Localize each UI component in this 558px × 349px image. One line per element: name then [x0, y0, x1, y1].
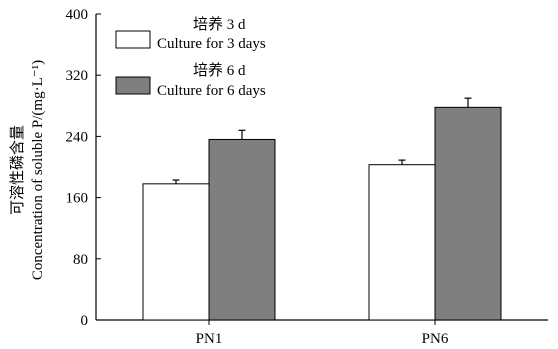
x-tick-label-pn6: PN6 [422, 331, 449, 347]
y-tick-label: 400 [66, 7, 89, 23]
bar-pn1-series-1 [208, 138, 276, 321]
legend-label-6d-en: Culture for 6 days [157, 83, 266, 99]
legend-swatch-6d [115, 76, 151, 95]
y-tick-label: 80 [73, 252, 88, 268]
bars [142, 97, 502, 321]
y-tick-label: 160 [66, 191, 89, 207]
x-ticks: PN1 PN6 [196, 320, 449, 347]
y-axis-label-cn: 可溶性磷含量 [9, 125, 26, 215]
legend-label-6d-cn: 培养 6 d [193, 62, 246, 79]
y-axis-label: 可溶性磷含量 Concentration of soluble P/(mg·L⁻… [9, 60, 46, 280]
bar-pn1-series-0 [142, 183, 210, 321]
y-tick-label: 320 [66, 68, 89, 84]
legend: 培养 3 d Culture for 3 days 培养 6 d Culture… [115, 16, 266, 99]
legend-label-3d-en: Culture for 3 days [157, 36, 266, 52]
y-tick-label: 240 [66, 129, 89, 145]
legend-swatch-3d [115, 30, 151, 49]
x-tick-label-pn1: PN1 [196, 331, 223, 347]
bar-pn6-series-1 [434, 106, 502, 321]
legend-item-3d: 培养 3 d Culture for 3 days [115, 16, 266, 52]
bar-pn6-series-0 [368, 164, 436, 321]
y-axis-label-en: Concentration of soluble P/(mg·L⁻¹) [30, 60, 46, 280]
y-tick-label: 0 [81, 313, 89, 329]
y-ticks: 0 80 160 240 320 400 [66, 7, 101, 329]
legend-item-6d: 培养 6 d Culture for 6 days [115, 62, 266, 99]
legend-label-3d-cn: 培养 3 d [193, 16, 246, 33]
